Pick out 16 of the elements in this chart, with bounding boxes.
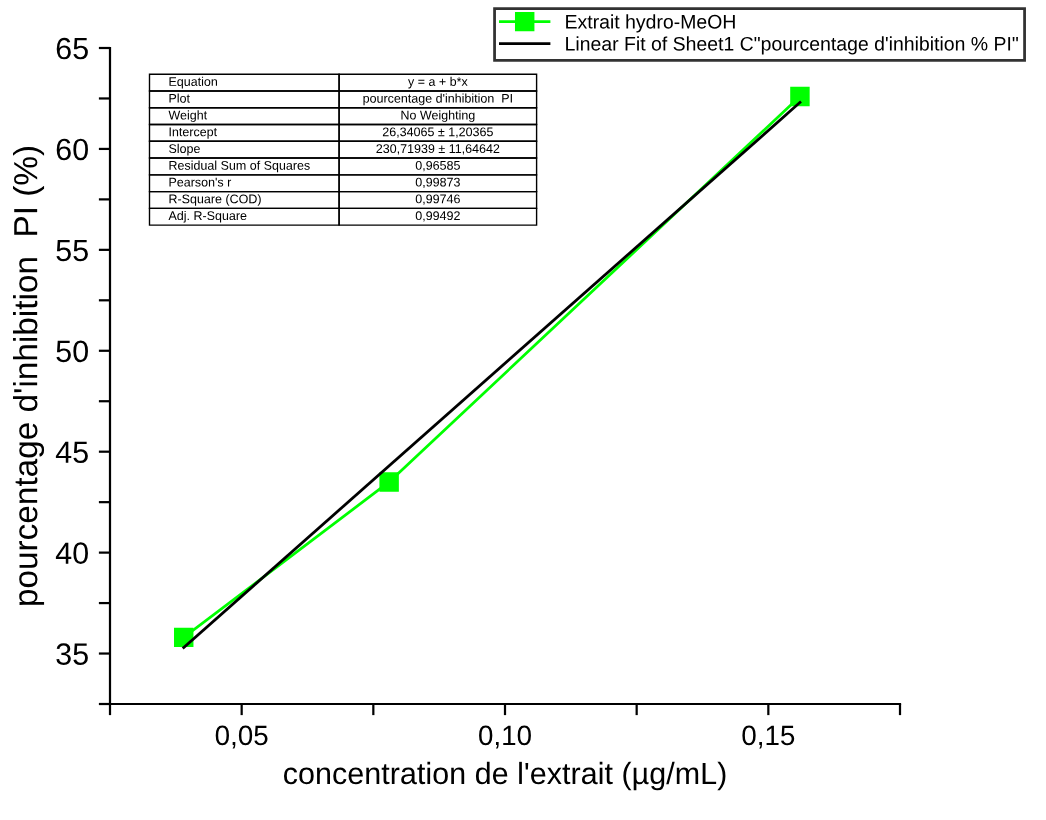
- y-tick-label: 45: [55, 441, 88, 464]
- x-tick-label: 0,15: [742, 725, 795, 749]
- y-axis-title: pourcentage d'inhibition PI (%): [13, 146, 45, 605]
- y-tick-label: 60: [56, 138, 88, 161]
- y-tick-label: 65: [56, 37, 88, 60]
- point: [379, 472, 399, 492]
- legend-label: Extrait hydro-MeOH: [566, 14, 735, 33]
- y-tick-label: 35: [56, 643, 88, 665]
- x-tick-label: 0,05: [215, 725, 268, 749]
- y-tick-label: 55: [56, 239, 88, 262]
- y-tick-label: 50: [56, 340, 88, 363]
- x-axis-title: concentration de l'extrait (µg/mL): [284, 761, 726, 791]
- legend-label: Linear Fit of Sheet1 C"pourcentage d'inhibition % PI": [566, 36, 1018, 55]
- x-tick-label: 0,10: [479, 725, 531, 749]
- y-tick-label: 40: [55, 542, 88, 564]
- point: [790, 86, 810, 107]
